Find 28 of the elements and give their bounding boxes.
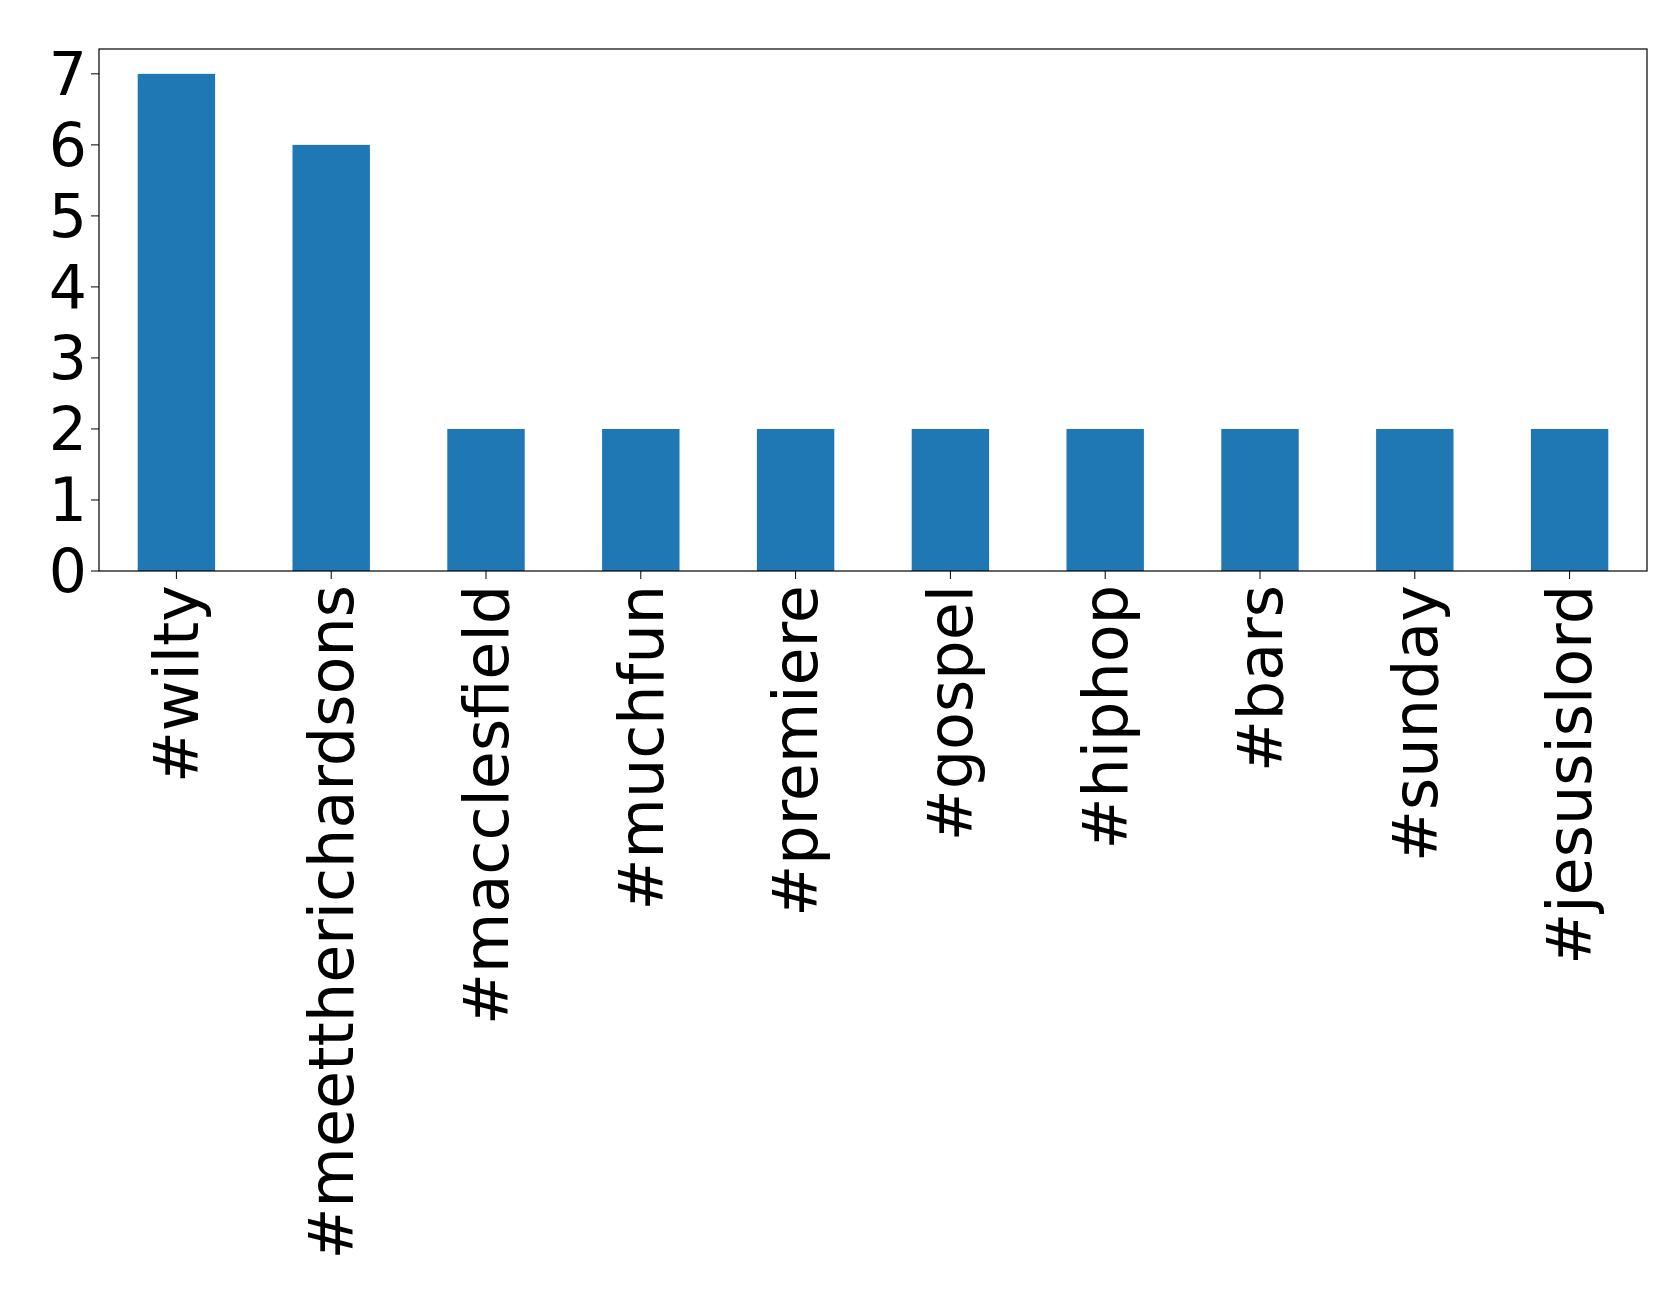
bar	[292, 144, 370, 571]
x-tick-label: #sunday	[1378, 585, 1452, 862]
bar	[1221, 428, 1299, 571]
y-tick-label: 0	[48, 536, 87, 606]
x-tick-label: #bars	[1223, 585, 1297, 773]
bar	[1376, 428, 1454, 571]
bar	[756, 428, 835, 571]
x-tick-label: #hiphop	[1068, 585, 1142, 850]
bar	[602, 428, 680, 571]
y-tick-label: 2	[48, 393, 87, 464]
bar	[911, 428, 990, 571]
x-tick-label: #wilty	[140, 585, 214, 784]
bar	[137, 73, 216, 571]
y-tick-label: 1	[48, 464, 87, 535]
bar	[1530, 428, 1609, 571]
x-tick-label: #gospel	[914, 585, 988, 842]
y-tick-label: 4	[48, 251, 87, 322]
bar	[447, 428, 525, 571]
y-tick-label: 7	[48, 38, 87, 109]
bar	[1066, 428, 1144, 571]
x-tick-label: #muchfun	[604, 585, 678, 911]
x-tick-label: #meettherichardsons	[294, 585, 368, 1260]
y-tick-label: 3	[48, 322, 87, 393]
x-tick-label: #jesusislord	[1533, 585, 1607, 965]
x-tick-label: #macclesfield	[449, 585, 523, 1025]
x-tick-label: #premiere	[759, 585, 833, 917]
y-tick-label: 5	[48, 180, 87, 251]
y-tick-label: 6	[48, 109, 87, 180]
